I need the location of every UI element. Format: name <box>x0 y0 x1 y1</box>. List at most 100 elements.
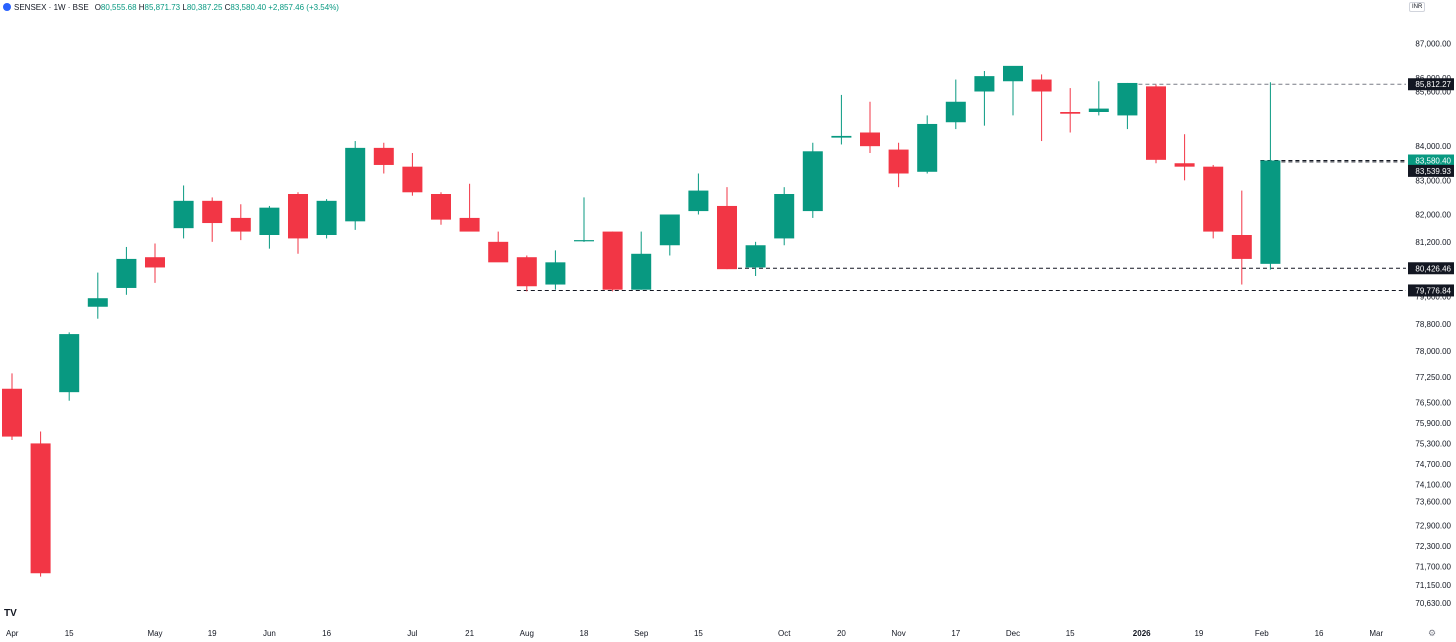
y-tick-label: 71,150.00 <box>1415 581 1451 590</box>
candle-body <box>831 135 852 138</box>
low-label: L <box>182 2 187 12</box>
x-tick-label: 15 <box>694 629 703 638</box>
x-tick-label: 16 <box>322 629 331 638</box>
candle-body <box>1117 82 1138 116</box>
y-tick-label: 71,700.00 <box>1415 562 1451 571</box>
x-tick-label: 19 <box>1194 629 1203 638</box>
price-tag-label: 85,812.27 <box>1415 80 1451 89</box>
y-tick-label: 78,000.00 <box>1415 347 1451 356</box>
candle-body <box>602 231 623 290</box>
candle-body <box>30 443 51 574</box>
candle-body <box>345 147 366 222</box>
candle-body <box>545 262 566 285</box>
candle-body <box>717 205 737 270</box>
currency-selector[interactable]: INR <box>1409 2 1426 12</box>
tradingview-logo-icon[interactable]: TV <box>4 608 17 619</box>
low-value: 80,387.25 <box>186 2 223 12</box>
candle-body <box>917 123 938 172</box>
change-value: +2,857.46 (+3.54%) <box>268 2 339 12</box>
x-tick-label: Oct <box>778 629 791 638</box>
y-tick-label: 72,900.00 <box>1415 521 1451 530</box>
candle-body <box>1003 65 1023 82</box>
candle-body <box>1031 79 1052 92</box>
x-tick-label: Feb <box>1255 629 1269 638</box>
price-tag <box>1408 164 1454 177</box>
high-value: 85,871.73 <box>144 2 181 12</box>
candle-body <box>659 214 680 246</box>
y-tick-label: 70,630.00 <box>1415 599 1451 608</box>
candle-body <box>688 190 709 212</box>
x-tick-label: May <box>147 629 162 638</box>
candle-body <box>230 217 251 232</box>
candle-body <box>1088 108 1109 112</box>
candle-body <box>373 147 394 165</box>
candle-body <box>316 200 337 235</box>
candle-body <box>431 194 451 220</box>
open-label: O <box>94 2 101 12</box>
x-tick-label: Sep <box>634 629 649 638</box>
symbol-header: SENSEX · 1W · BSE O80,555.68 H85,871.73 … <box>3 1 339 13</box>
candle-body <box>288 194 308 239</box>
price-tag <box>1408 78 1454 91</box>
gear-icon[interactable]: ⚙ <box>1428 628 1437 638</box>
y-tick-label: 73,600.00 <box>1415 498 1451 507</box>
candle-body <box>802 151 823 212</box>
candle-body <box>202 200 223 224</box>
x-tick-label: 18 <box>580 629 589 638</box>
candle-body <box>87 298 108 307</box>
x-tick-label: Jul <box>407 629 417 638</box>
exchange-logo-icon <box>3 3 11 11</box>
candle-body <box>945 101 966 123</box>
candle-body <box>1146 86 1166 160</box>
x-tick-label: Jun <box>263 629 276 638</box>
y-tick-label: 87,000.00 <box>1415 40 1451 49</box>
candle-body <box>1060 112 1081 114</box>
candle-body <box>402 166 423 193</box>
y-tick-label: 83,000.00 <box>1415 176 1451 185</box>
y-tick-label: 85,600.00 <box>1415 88 1451 97</box>
candle-body <box>1260 160 1281 264</box>
candle-body <box>745 245 766 268</box>
open-value: 80,555.68 <box>100 2 137 12</box>
ohlc-readout: O80,555.68 H85,871.73 L80,387.25 C83,580… <box>95 3 339 12</box>
candle-body <box>860 132 880 147</box>
candle-body <box>631 253 652 290</box>
x-tick-label: 21 <box>465 629 474 638</box>
y-tick-label: 78,800.00 <box>1415 320 1451 329</box>
x-tick-label: Dec <box>1006 629 1020 638</box>
candle-body <box>116 258 137 288</box>
price-tag <box>1408 154 1454 167</box>
y-tick-label: 75,300.00 <box>1415 439 1451 448</box>
x-tick-label: Aug <box>520 629 534 638</box>
x-tick-label: 2026 <box>1133 629 1151 638</box>
price-tag-label: 83,539.93 <box>1415 167 1451 176</box>
price-tag-label: 79,776.84 <box>1415 286 1451 295</box>
candle-body <box>59 334 80 393</box>
x-tick-label: Mar <box>1369 629 1383 638</box>
x-tick-label: Nov <box>891 629 905 638</box>
price-tag-label: 80,426.46 <box>1415 264 1451 273</box>
close-value: 83,580.40 <box>230 2 267 12</box>
price-tag <box>1408 284 1454 297</box>
x-tick-label: 20 <box>837 629 846 638</box>
y-tick-label: 79,600.00 <box>1415 293 1451 302</box>
candle-body <box>888 149 909 174</box>
candle-body <box>1174 163 1195 167</box>
x-tick-label: Apr <box>6 629 19 638</box>
x-tick-label: 19 <box>208 629 217 638</box>
x-tick-label: 15 <box>1066 629 1075 638</box>
y-tick-label: 77,250.00 <box>1415 373 1451 382</box>
y-tick-label: 75,900.00 <box>1415 419 1451 428</box>
high-label: H <box>138 2 145 12</box>
candle-body <box>173 200 194 229</box>
symbol-title[interactable]: SENSEX · 1W · BSE <box>14 2 89 12</box>
y-tick-label: 74,100.00 <box>1415 480 1451 489</box>
y-tick-label: 72,300.00 <box>1415 542 1451 551</box>
y-tick-label: 84,000.00 <box>1415 142 1451 151</box>
x-tick-label: 17 <box>951 629 960 638</box>
y-tick-label: 82,000.00 <box>1415 211 1451 220</box>
candle-body <box>974 76 995 92</box>
x-tick-label: 15 <box>65 629 74 638</box>
candle-body <box>259 207 280 235</box>
